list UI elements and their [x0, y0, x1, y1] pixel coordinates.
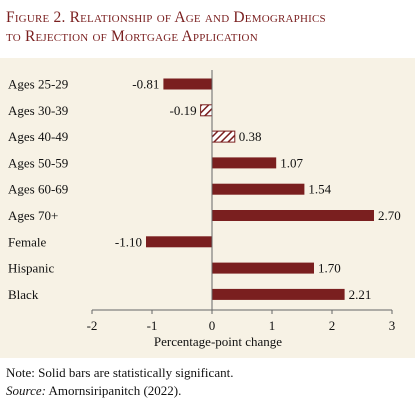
category-label: Ages 25-29	[8, 77, 68, 92]
bar-black	[212, 288, 345, 300]
category-label: Ages 60-69	[8, 182, 68, 197]
value-label: 1.70	[318, 261, 341, 276]
value-label: 2.21	[349, 287, 372, 302]
category-label: Ages 70+	[8, 208, 58, 223]
x-tick-label: -1	[147, 318, 158, 333]
x-axis-title: Percentage-point change	[154, 334, 282, 349]
bar-hispanic	[212, 262, 314, 274]
x-tick-label: 2	[329, 318, 336, 333]
x-tick-label: -2	[87, 318, 98, 333]
bar-ages-40-49	[211, 130, 236, 143]
figure-title-line-1: Figure 2. Relationship of Age and Demogr…	[6, 9, 326, 26]
value-label: 0.38	[239, 129, 262, 144]
value-label: 1.54	[308, 182, 331, 197]
figure-title: Figure 2. Relationship of Age and Demogr…	[6, 8, 411, 46]
category-label: Ages 30-39	[8, 103, 68, 118]
source-line: Source: Amornsiripanitch (2022).	[6, 382, 411, 400]
category-label: Hispanic	[8, 261, 54, 276]
bar-ages-60-69	[212, 183, 305, 195]
value-label: -0.19	[170, 103, 197, 118]
x-tick-label: 1	[269, 318, 276, 333]
bar-ages-70-	[212, 210, 374, 221]
significance-note: Note: Solid bars are statistically signi…	[6, 365, 234, 380]
value-label: 1.07	[280, 155, 303, 170]
bar-ages-30-39	[200, 104, 213, 117]
value-label: 2.70	[378, 208, 401, 223]
category-label: Female	[8, 234, 46, 249]
bar-female	[146, 236, 212, 248]
bar-ages-50-59	[212, 157, 277, 169]
category-label: Ages 50-59	[8, 155, 68, 170]
figure-notes: Note: Solid bars are statistically signi…	[6, 364, 411, 400]
figure-title-line-2: to Rejection of Mortgage Application	[6, 28, 258, 45]
source-label: Source:	[6, 383, 46, 398]
bar-ages-25-29	[163, 78, 212, 90]
chart-panel: -2 -1 0 1 2 3 Percentage-point change Ages 25-…	[0, 58, 415, 358]
category-label: Black	[8, 287, 39, 302]
bar-chart: -2 -1 0 1 2 3 Percentage-point change Ages 25-…	[8, 70, 401, 349]
value-label: -1.10	[115, 234, 142, 249]
source-text: Amornsiripanitch (2022).	[45, 383, 182, 398]
category-label: Ages 40-49	[8, 129, 68, 144]
x-tick-label: 3	[389, 318, 396, 333]
x-tick-label: 0	[209, 318, 216, 333]
value-label: -0.81	[132, 77, 159, 92]
